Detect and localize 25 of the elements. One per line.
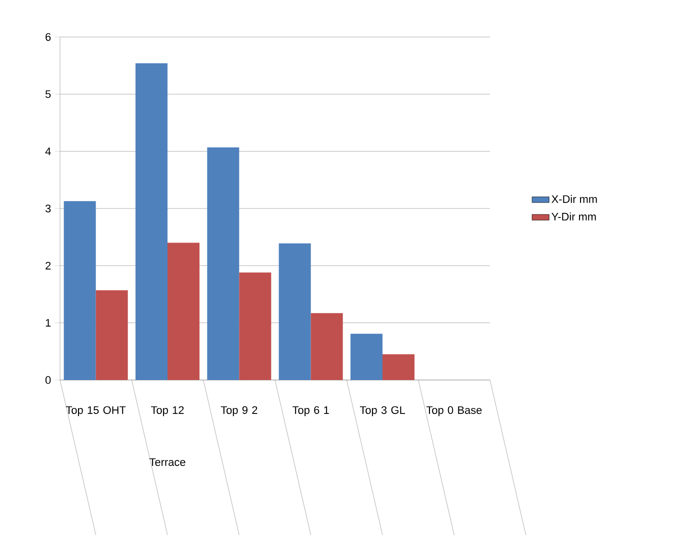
bar	[382, 354, 414, 380]
category-label: Top 12 Terrace	[149, 406, 186, 466]
bar	[136, 63, 168, 380]
y-tick-label: 3	[45, 204, 51, 212]
bar	[168, 242, 200, 380]
y-tick-label: 6	[46, 33, 51, 41]
legend-label: Y-Dir mm	[552, 212, 596, 220]
x-tick-label: Top 6 1	[292, 406, 329, 416]
bar	[239, 272, 272, 380]
x-tick-label: Top 3 GL	[360, 406, 405, 416]
bar	[207, 147, 240, 380]
bar	[64, 201, 96, 380]
x-tick-label: Top 0 Base	[426, 406, 482, 416]
y-tick-label: 5	[45, 90, 51, 98]
y-tick-label: 1	[46, 319, 51, 327]
y-tick-label: 2	[46, 262, 51, 270]
legend-label: X-Dir mm	[552, 194, 597, 203]
y-tick-label: 4	[45, 148, 51, 156]
bar	[278, 243, 311, 380]
bar	[350, 334, 382, 380]
y-tick-label: 0	[45, 376, 51, 384]
bar	[310, 313, 343, 380]
x-tick-label: Top 15 OHT	[66, 406, 126, 416]
bar	[96, 290, 128, 380]
x-tick-label: Top 9 2	[220, 406, 258, 416]
